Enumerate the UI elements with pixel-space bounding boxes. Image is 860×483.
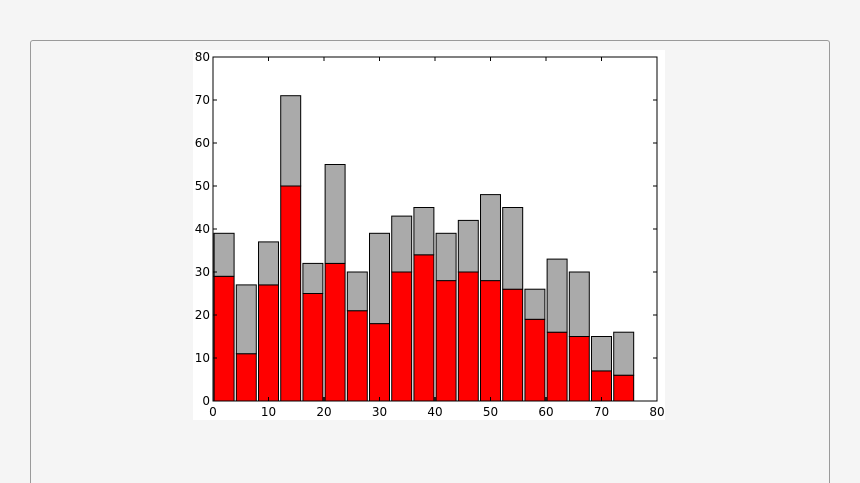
y-tick-label-50: 50 <box>195 179 210 193</box>
bar-series-1-6 <box>324 262 346 402</box>
bar-series-2-3 <box>258 241 279 286</box>
x-tick-label-30: 30 <box>372 405 387 419</box>
x-tick-label-60: 60 <box>538 405 553 419</box>
bar-series-2-5 <box>302 262 324 294</box>
bar-series-2-4 <box>280 95 302 187</box>
bar-series-2-10 <box>413 207 435 256</box>
bar-series-2-6 <box>324 164 346 264</box>
bar-series-2-16 <box>546 258 568 333</box>
y-tick-label-20: 20 <box>195 308 210 322</box>
bar-series-2-7 <box>346 271 368 312</box>
bar-series-1-19 <box>613 374 635 402</box>
bar-series-1-7 <box>346 310 368 402</box>
bar-series-1-14 <box>502 288 524 402</box>
bar-series-2-19 <box>613 331 635 376</box>
x-tick-label-10: 10 <box>261 405 276 419</box>
bar-series-2-14 <box>502 207 524 290</box>
bar-series-1-2 <box>235 353 257 402</box>
bar-series-1-16 <box>546 331 568 402</box>
y-tick-label-40: 40 <box>195 222 210 236</box>
bar-series-1-3 <box>258 284 279 402</box>
y-tick-label-0: 0 <box>202 394 210 408</box>
bar-series-1-10 <box>413 254 435 402</box>
bar-series-2-11 <box>435 232 457 282</box>
bar-series-1-15 <box>524 318 546 402</box>
bar-series-2-18 <box>591 336 612 372</box>
bar-series-1-18 <box>591 370 612 402</box>
stacked-bar-chart: 0 10 20 30 40 50 60 70 80 0 10 20 30 40 50 60 70 80 <box>195 50 665 419</box>
bar-series-2-15 <box>524 288 546 320</box>
chart-figure: 0 10 20 30 40 50 60 70 80 0 10 20 30 40 50 60 70 80 <box>193 50 665 420</box>
bar-series-1-11 <box>435 280 457 402</box>
bar-series-2-1 <box>213 232 235 277</box>
bar-series-1-1 <box>213 275 235 402</box>
bar-series-1-13 <box>480 280 501 402</box>
plot-frame <box>212 56 658 402</box>
bar-series-2-8 <box>369 232 390 325</box>
bar-series-1-5 <box>302 293 324 402</box>
x-tick-label-50: 50 <box>483 405 498 419</box>
x-tick-label-20: 20 <box>316 405 331 419</box>
y-tick-label-80: 80 <box>195 50 210 64</box>
bar-series-2-13 <box>480 194 501 282</box>
x-tick-label-70: 70 <box>594 405 609 419</box>
bar-series-1-17 <box>568 336 590 402</box>
bar-series-1-8 <box>369 323 390 402</box>
x-tick-label-80: 80 <box>649 405 664 419</box>
bar-series-2-2 <box>235 284 257 355</box>
y-tick-label-60: 60 <box>195 136 210 150</box>
bar-series-2-12 <box>457 219 479 273</box>
y-tick-label-10: 10 <box>195 351 210 365</box>
x-tick-label-0: 0 <box>209 405 217 419</box>
bar-series-2-9 <box>391 215 413 273</box>
bar-series-2-17 <box>568 271 590 337</box>
bar-series-1-9 <box>391 271 413 402</box>
bar-series-1-4 <box>280 185 302 402</box>
x-tick-label-40: 40 <box>427 405 442 419</box>
bar-series-1-12 <box>457 271 479 402</box>
y-tick-label-30: 30 <box>195 265 210 279</box>
y-tick-label-70: 70 <box>195 93 210 107</box>
